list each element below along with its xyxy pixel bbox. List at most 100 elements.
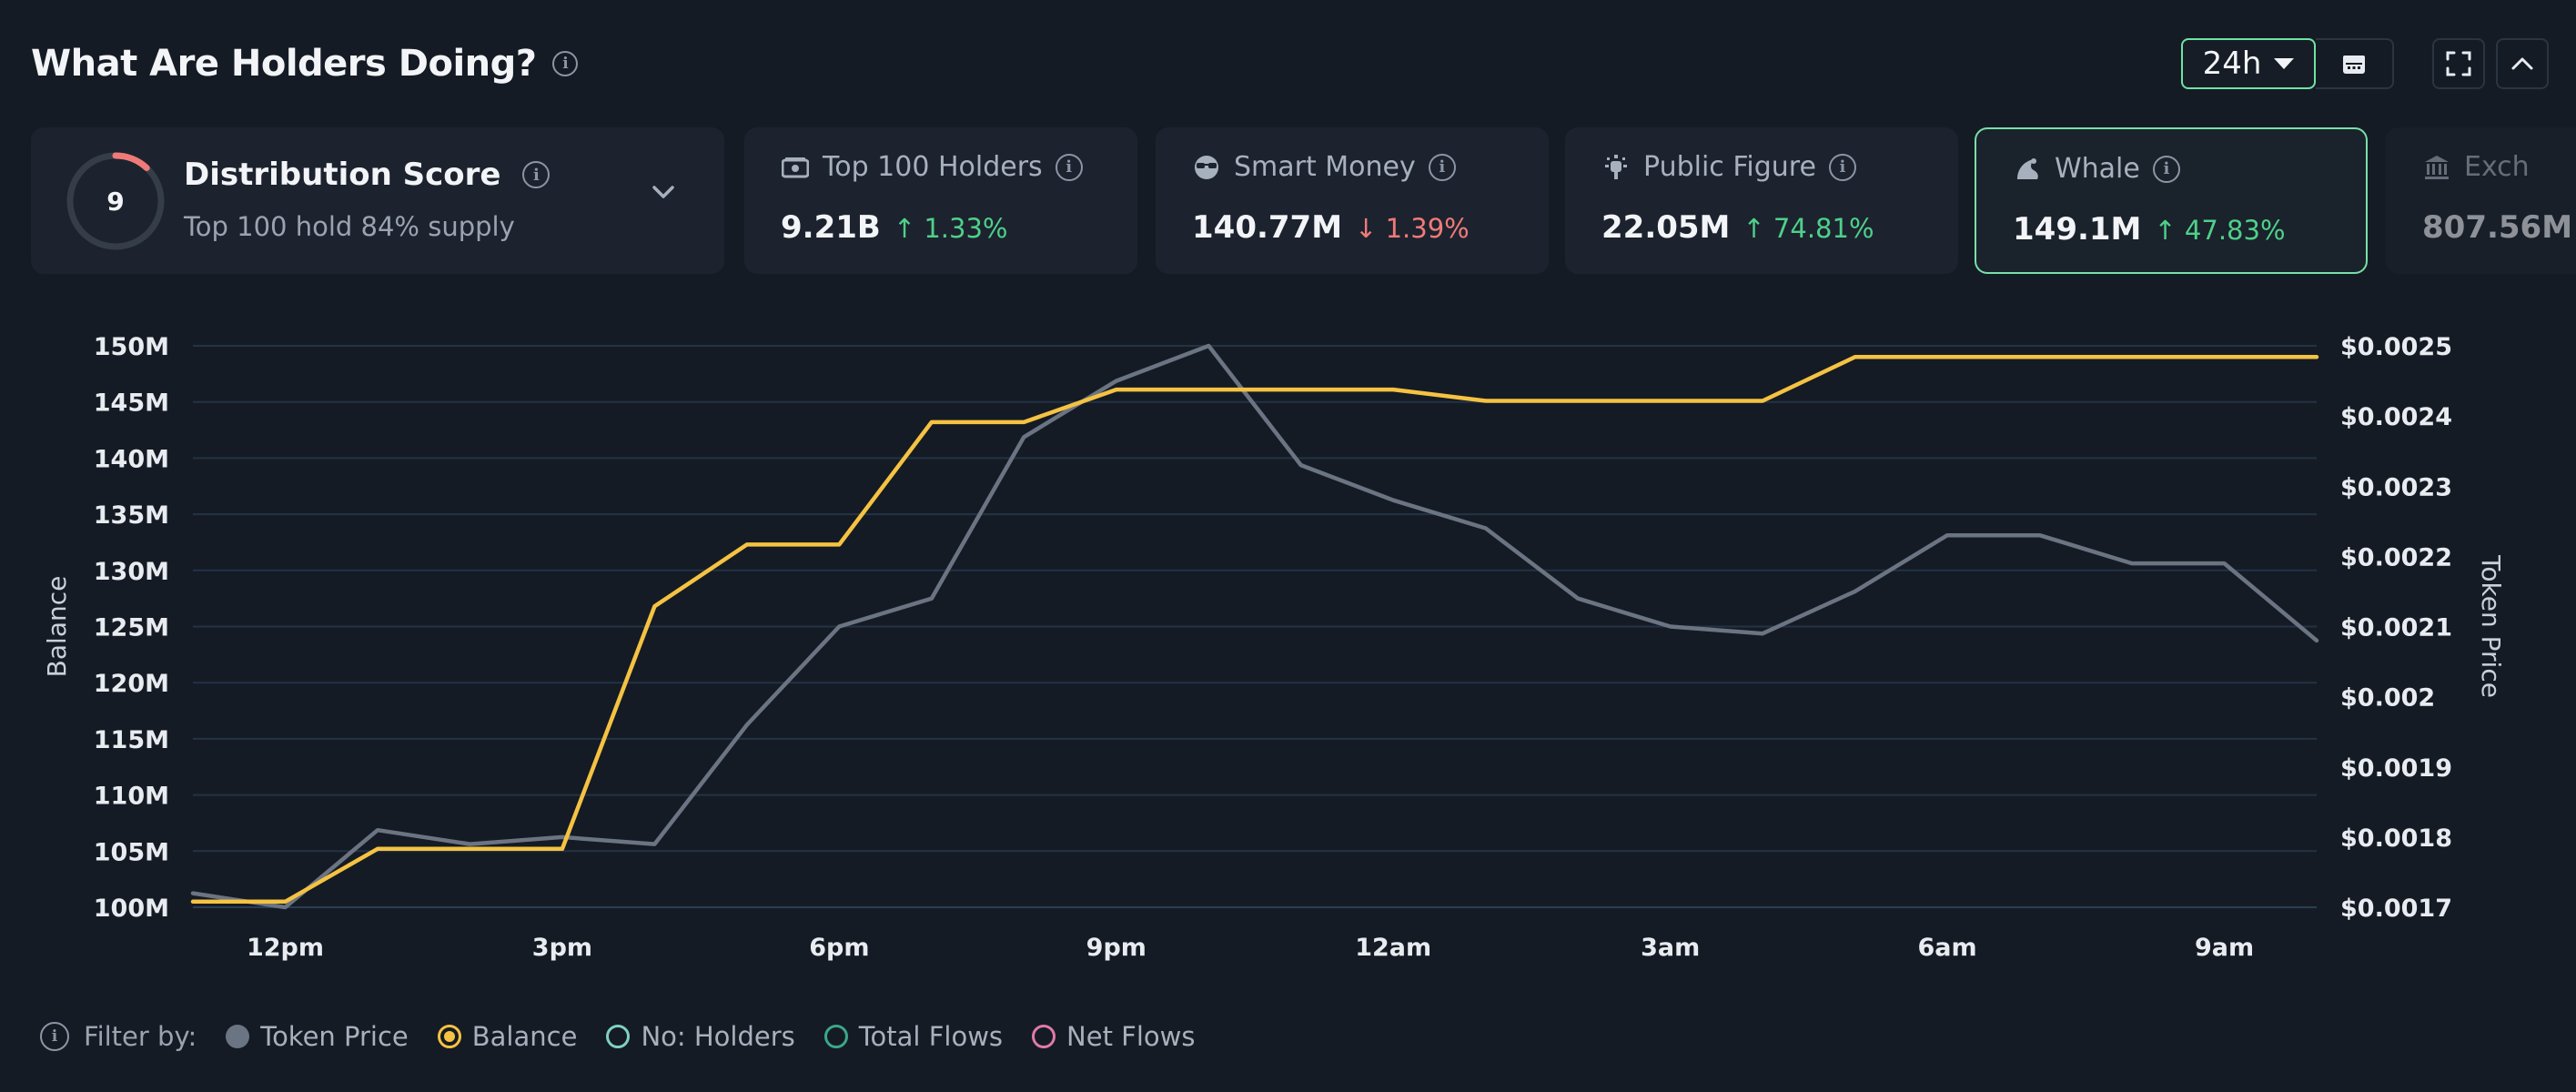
stat-value-text: 9.21B [781,209,881,246]
y-right-tick-label: $0.0021 [2340,614,2452,642]
filter-balance[interactable]: Balance [437,1021,578,1052]
token-price-series-line [190,343,2319,910]
stat-label: Exch [2422,151,2530,183]
info-icon[interactable]: i [1055,153,1083,181]
y-left-tick-label: 100M [94,895,169,923]
filter-dot-icon [437,1025,461,1048]
stat-card-exchange[interactable]: Exch 807.56M [2386,127,2576,274]
whale-icon [2013,155,2042,184]
stat-value: 807.56M [2422,209,2572,246]
stat-label: Public Figure i [1601,151,1856,183]
stat-change-text: 74.81% [1773,213,1874,244]
page-title: What Are Holders Doing? [31,43,537,85]
y-left-tick-label: 145M [94,389,169,418]
filter-dot-icon [1032,1025,1056,1048]
y-left-tick-label: 105M [94,838,169,866]
filter-no-holders[interactable]: No: Holders [606,1021,795,1052]
info-icon[interactable]: i [522,161,551,188]
y-right-tick-label: $0.0025 [2340,333,2452,361]
stat-change: ↓ 1.39% [1355,213,1470,244]
stat-change-text: 1.33% [924,213,1008,244]
score-ring [66,152,165,250]
x-tick-label: 3am [1641,934,1700,962]
megaphone-icon [1601,153,1631,182]
stat-label-text: Exch [2464,151,2530,183]
stat-label: Top 100 Holders i [781,151,1083,183]
y-left-tick-label: 140M [94,445,169,473]
balance-series-line [190,355,2319,905]
stat-value: 149.1M ↑ 47.83% [2013,211,2286,248]
filter-label: Filter by: [84,1021,197,1052]
filter-item-label: Token Price [260,1021,409,1052]
stat-card-whale[interactable]: Whale i 149.1M ↑ 47.83% [1975,127,2368,274]
stat-change: ↑ 1.33% [893,213,1008,244]
holder-cards: 9 Distribution Score i Top 100 hold 84% … [31,127,2576,274]
stat-value-text: 149.1M [2013,211,2142,248]
info-icon[interactable]: i [1828,153,1856,181]
filter-item-label: Total Flows [858,1021,1004,1052]
stat-card-smart-money[interactable]: Smart Money i 140.77M ↓ 1.39% [1156,127,1549,274]
filter-item-label: Balance [471,1021,578,1052]
info-icon[interactable]: i [2152,155,2180,183]
y-left-axis-label: Balance [42,576,72,678]
x-tick-label: 12pm [247,934,324,962]
chevron-down-icon[interactable] [650,182,677,202]
stat-change-text: 47.83% [2184,215,2286,246]
stat-change: ↑ 47.83% [2154,215,2286,246]
stat-label-text: Whale [2055,153,2140,185]
calendar-button[interactable] [2316,38,2394,89]
stat-card-public-figure[interactable]: Public Figure i 22.05M ↑ 74.81% [1565,127,1958,274]
filter-dot-icon [823,1025,848,1048]
stat-value: 140.77M ↓ 1.39% [1192,209,1470,246]
filter-token-price[interactable]: Token Price [226,1021,409,1052]
stat-change: ↑ 74.81% [1743,213,1874,244]
chart-controls: 24h [2181,38,2549,89]
info-icon[interactable]: i [40,1022,69,1051]
calendar-icon [2343,56,2365,74]
y-left-tick-label: 120M [94,670,169,698]
distribution-score-subtitle: Top 100 hold 84% supply [184,211,515,242]
stat-value: 22.05M ↑ 74.81% [1601,209,1874,246]
filter-item-label: Net Flows [1066,1021,1196,1052]
x-tick-label: 9pm [1086,934,1147,962]
stat-value: 9.21B ↑ 1.33% [781,209,1007,246]
filter-dot-icon [606,1025,631,1048]
header: What Are Holders Doing? i [31,35,579,93]
y-right-tick-label: $0.0023 [2340,473,2452,501]
x-tick-label: 9am [2195,934,2254,962]
holders-line-chart[interactable]: 100M 105M 110M 115M 120M 125M 130M 135M 140M 145M… [0,300,2576,992]
distribution-score-card[interactable]: 9 Distribution Score i Top 100 hold 84% … [31,127,724,274]
collapse-button[interactable] [2496,38,2549,89]
x-tick-label: 12am [1355,934,1431,962]
info-icon[interactable]: i [552,51,579,76]
filter-dot-icon [226,1025,250,1048]
filter-total-flows[interactable]: Total Flows [823,1021,1004,1052]
timeframe-dropdown[interactable]: 24h [2181,38,2316,89]
y-right-tick-label: $0.0017 [2340,895,2452,923]
y-left-tick-label: 150M [94,333,169,361]
y-left-tick-label: 115M [94,726,169,754]
fullscreen-button[interactable] [2432,38,2485,89]
stat-label-text: Public Figure [1643,151,1816,183]
fullscreen-icon [2446,51,2471,76]
stat-value-text: 22.05M [1601,209,1731,246]
y-left-tick-label: 110M [94,783,169,811]
y-right-tick-label: $0.0024 [2340,403,2452,431]
money-stack-icon [781,153,810,182]
y-left-tick-label: 135M [94,501,169,530]
x-tick-label: 3pm [532,934,592,962]
info-icon[interactable]: i [1428,153,1456,181]
y-right-tick-label: $0.0018 [2340,824,2452,853]
x-tick-label: 6am [1918,934,1977,962]
y-right-axis-label: Token Price [2476,554,2506,698]
stat-change-text: 1.39% [1385,213,1470,244]
caret-down-icon [2274,58,2295,69]
stat-label: Whale i [2013,153,2180,185]
timeframe-value: 24h [2202,46,2262,82]
chevron-up-icon [2511,57,2533,70]
y-left-tick-label: 130M [94,558,169,586]
filter-item-label: No: Holders [641,1021,795,1052]
stat-card-top-100-holders[interactable]: Top 100 Holders i 9.21B ↑ 1.33% [744,127,1137,274]
filter-net-flows[interactable]: Net Flows [1032,1021,1195,1052]
stat-label-text: Smart Money [1234,151,1416,183]
